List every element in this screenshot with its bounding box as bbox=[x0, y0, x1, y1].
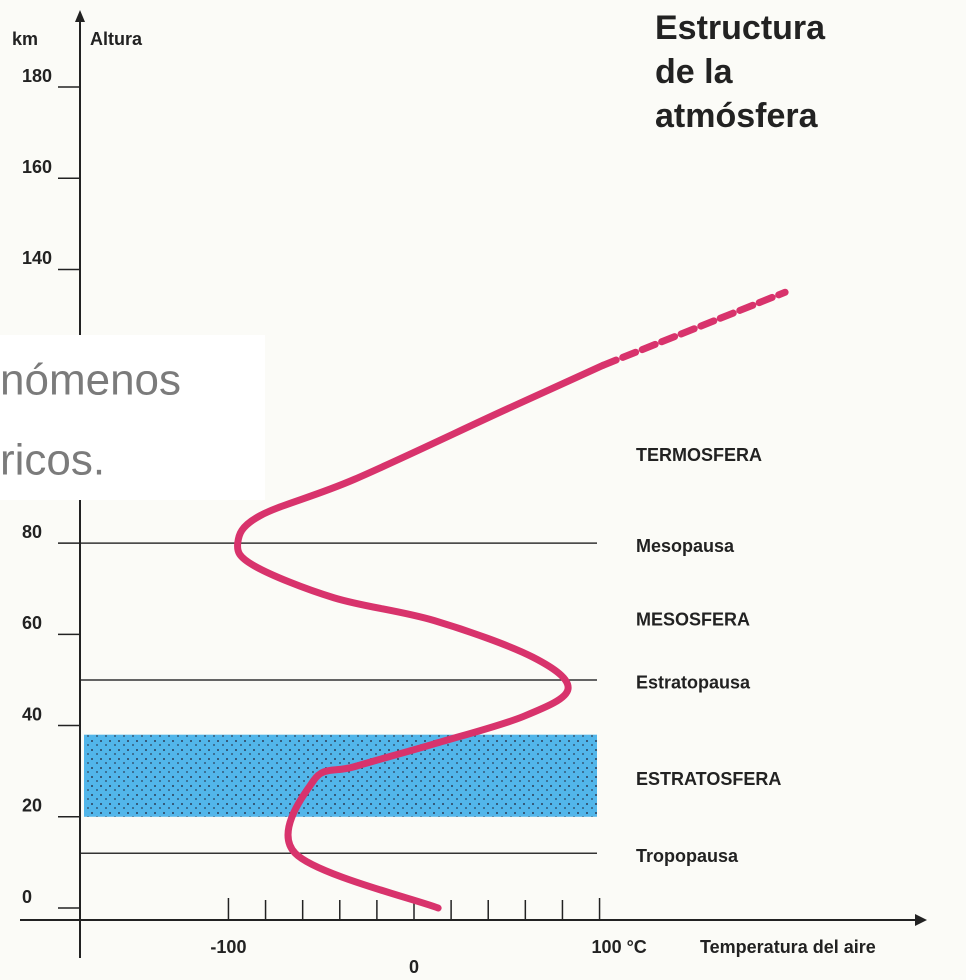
y-tick-label: 20 bbox=[22, 796, 42, 816]
layer-label: ESTRATOSFERA bbox=[636, 769, 781, 789]
y-tick-label: 160 bbox=[22, 157, 52, 177]
ozone-band-dots bbox=[84, 735, 597, 817]
boundary-label: Estratopausa bbox=[636, 673, 751, 693]
y-tick-label: 180 bbox=[22, 66, 52, 86]
chart-title: de la bbox=[655, 53, 734, 91]
x-tick-label: 100 °C bbox=[592, 937, 647, 957]
x-axis-label: Temperatura del aire bbox=[700, 937, 876, 957]
y-axis-label: Altura bbox=[90, 29, 143, 49]
y-unit: km bbox=[12, 29, 38, 49]
y-tick-label: 140 bbox=[22, 248, 52, 268]
y-tick-label: 80 bbox=[22, 522, 42, 542]
y-tick-label: 60 bbox=[22, 613, 42, 633]
boundary-label: Tropopausa bbox=[636, 846, 739, 866]
y-tick-label: 40 bbox=[22, 704, 42, 724]
boundary-label: Mesopausa bbox=[636, 536, 735, 556]
overlay-text: nómenos bbox=[0, 356, 181, 405]
x-tick-label: -100 bbox=[210, 937, 246, 957]
chart: Mesopausa Estratopausa Tropopausa TERMOSFER… bbox=[0, 0, 966, 980]
layer-label: TERMOSFERA bbox=[636, 445, 762, 465]
layer-label: MESOSFERA bbox=[636, 609, 750, 629]
overlay-text: ricos. bbox=[0, 436, 105, 485]
y-tick-label: 0 bbox=[22, 887, 32, 907]
chart-title: atmósfera bbox=[655, 97, 819, 135]
chart-title: Estructura bbox=[655, 9, 826, 47]
x-tick-label: 0 bbox=[409, 957, 419, 977]
